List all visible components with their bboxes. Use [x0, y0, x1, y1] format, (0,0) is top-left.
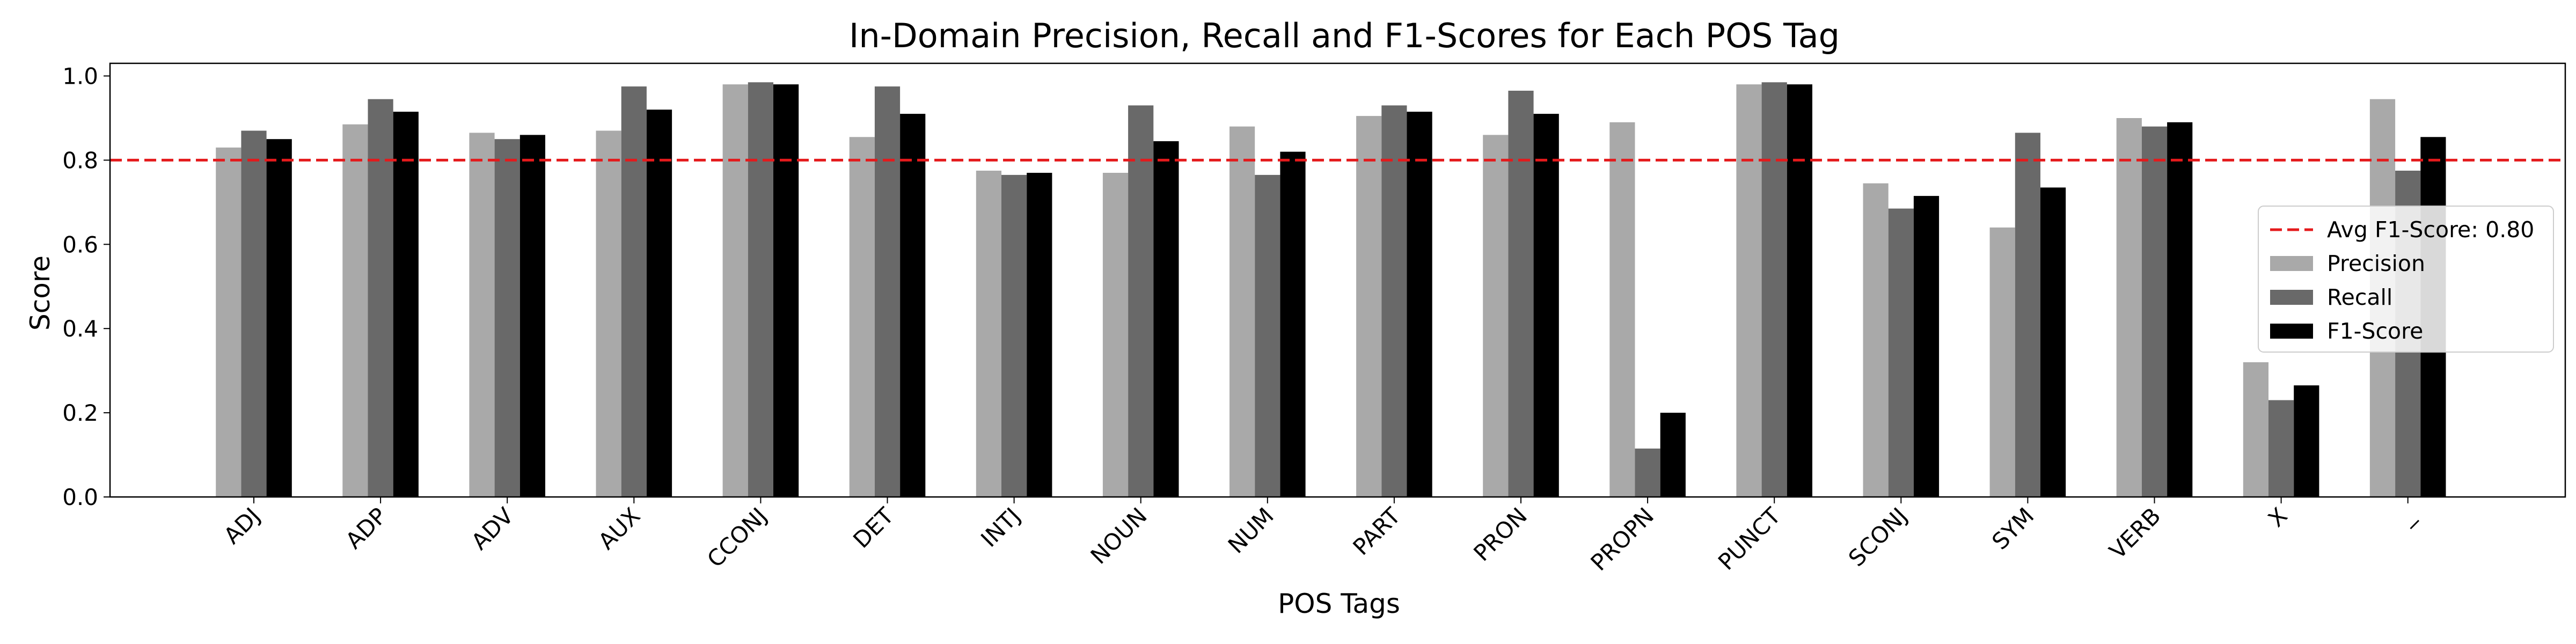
bar-recall-sconj: [1888, 208, 1914, 497]
legend-box: [2258, 206, 2554, 353]
bar-precision-noun: [1102, 173, 1129, 497]
bar-precision-adv: [469, 133, 495, 497]
x-tick-label: ADV: [466, 502, 519, 555]
legend-label-f1-score: F1-Score: [2327, 318, 2423, 344]
x-tick-label: PART: [1348, 502, 1406, 560]
legend-label-precision: Precision: [2327, 251, 2425, 276]
bar-recall-adj: [241, 130, 267, 497]
bar-f1-score-adp: [393, 112, 419, 497]
bar-f1-score-verb: [2167, 122, 2193, 497]
bar-recall-adv: [494, 139, 520, 497]
plot-area: ADJ ADP ADV AUX CCONJ DET INTJ NOUN NUM PART PRON P…: [62, 62, 2566, 576]
x-tick-label: DET: [848, 502, 899, 553]
x-tick-label: PUNCT: [1713, 502, 1786, 575]
bar-precision-sconj: [1863, 183, 1889, 497]
bar-recall-sym: [2015, 133, 2040, 497]
x-tick-label: SYM: [1987, 502, 2039, 554]
bar-precision-pron: [1483, 135, 1509, 497]
legend-label-recall: Recall: [2327, 284, 2392, 310]
x-tick-label: ADP: [340, 502, 392, 554]
bar-precision-x: [2243, 362, 2268, 497]
bar-recall-det: [874, 86, 901, 497]
bar-recall-noun: [1128, 105, 1154, 497]
bar-recall-punct: [1761, 82, 1787, 497]
chart-title: In-Domain Precision, Recall and F1-Score…: [849, 16, 1840, 55]
bar-f1-score-pron: [1533, 114, 1559, 497]
bar-precision-part: [1356, 116, 1382, 497]
x-tick-label: PROPN: [1585, 502, 1659, 576]
x-tick-label: VERB: [2104, 502, 2166, 564]
bar-recall-cconj: [748, 82, 773, 497]
y-tick-label: 0.6: [62, 231, 98, 258]
x-tick-label: PRON: [1468, 502, 1532, 566]
bar-recall-intj: [1001, 174, 1027, 497]
x-tick-label: X: [2263, 502, 2293, 532]
y-axis-label: Score: [25, 255, 56, 331]
legend-swatch-recall: [2270, 290, 2313, 305]
bar-precision-verb: [2116, 118, 2142, 497]
legend-swatch-precision: [2270, 256, 2313, 271]
y-tick-label: 0.8: [62, 147, 98, 173]
bar-f1-score-x: [2294, 385, 2319, 497]
bar-f1-score-num: [1280, 151, 1306, 497]
bar-f1-score-aux: [646, 109, 672, 497]
y-tick-label: 0.4: [62, 316, 98, 342]
x-tick-label: SCONJ: [1843, 502, 1913, 572]
bar-f1-score-intj: [1027, 173, 1052, 497]
bar-recall-propn: [1635, 448, 1660, 497]
bar-f1-score-det: [900, 114, 926, 497]
legend-swatch-f1-score: [2270, 324, 2313, 339]
bar-f1-score-punct: [1787, 84, 1812, 497]
y-tick-label: 0.2: [62, 400, 98, 426]
bar-precision-num: [1230, 126, 1255, 497]
y-tick-label: 1.0: [62, 63, 98, 90]
bar-f1-score-part: [1407, 112, 1432, 497]
bar-precision-intj: [976, 171, 1001, 497]
bar-precision-adj: [216, 147, 241, 497]
bar-f1-score-adv: [519, 135, 545, 497]
bar-f1-score-propn: [1660, 413, 1686, 497]
x-axis-label: POS Tags: [1278, 588, 1400, 619]
bar-precision-propn: [1609, 122, 1635, 497]
x-tick-label: INTJ: [976, 502, 1026, 552]
legend-label-avg-f1: Avg F1-Score: 0.80: [2327, 217, 2534, 243]
bar-f1-score-noun: [1153, 141, 1179, 497]
bar-precision-adp: [342, 124, 368, 497]
bar-f1-score-sconj: [1913, 196, 1940, 497]
bar-recall-x: [2268, 400, 2294, 497]
legend: Avg F1-Score: 0.80 Precision Recall F1-Scor…: [2258, 206, 2554, 353]
bar-precision-sym: [1989, 227, 2015, 497]
bar-recall-adp: [368, 99, 393, 497]
x-tick-label: NUM: [1223, 502, 1279, 558]
bar-recall-num: [1255, 174, 1280, 497]
bar-recall-pron: [1508, 91, 1534, 497]
x-tick-label: CCONJ: [702, 502, 772, 572]
x-tick-label: _: [2392, 502, 2420, 530]
x-tick-label: ADJ: [218, 502, 265, 549]
bar-recall-aux: [621, 86, 647, 497]
bar-f1-score-cconj: [773, 84, 799, 497]
bar-precision-det: [849, 137, 875, 497]
bar-precision-cconj: [722, 84, 748, 497]
bar-f1-score-sym: [2040, 187, 2066, 497]
bar-precision-aux: [596, 130, 621, 497]
bar-f1-score-adj: [266, 139, 292, 497]
x-tick-label: NOUN: [1086, 502, 1152, 569]
plot-frame: [109, 62, 2566, 498]
bar-recall-verb: [2141, 126, 2168, 497]
bar-precision-punct: [1736, 84, 1762, 497]
y-tick-label: 0.0: [62, 484, 98, 510]
bar-recall-part: [1381, 105, 1407, 497]
x-tick-label: AUX: [593, 502, 645, 554]
